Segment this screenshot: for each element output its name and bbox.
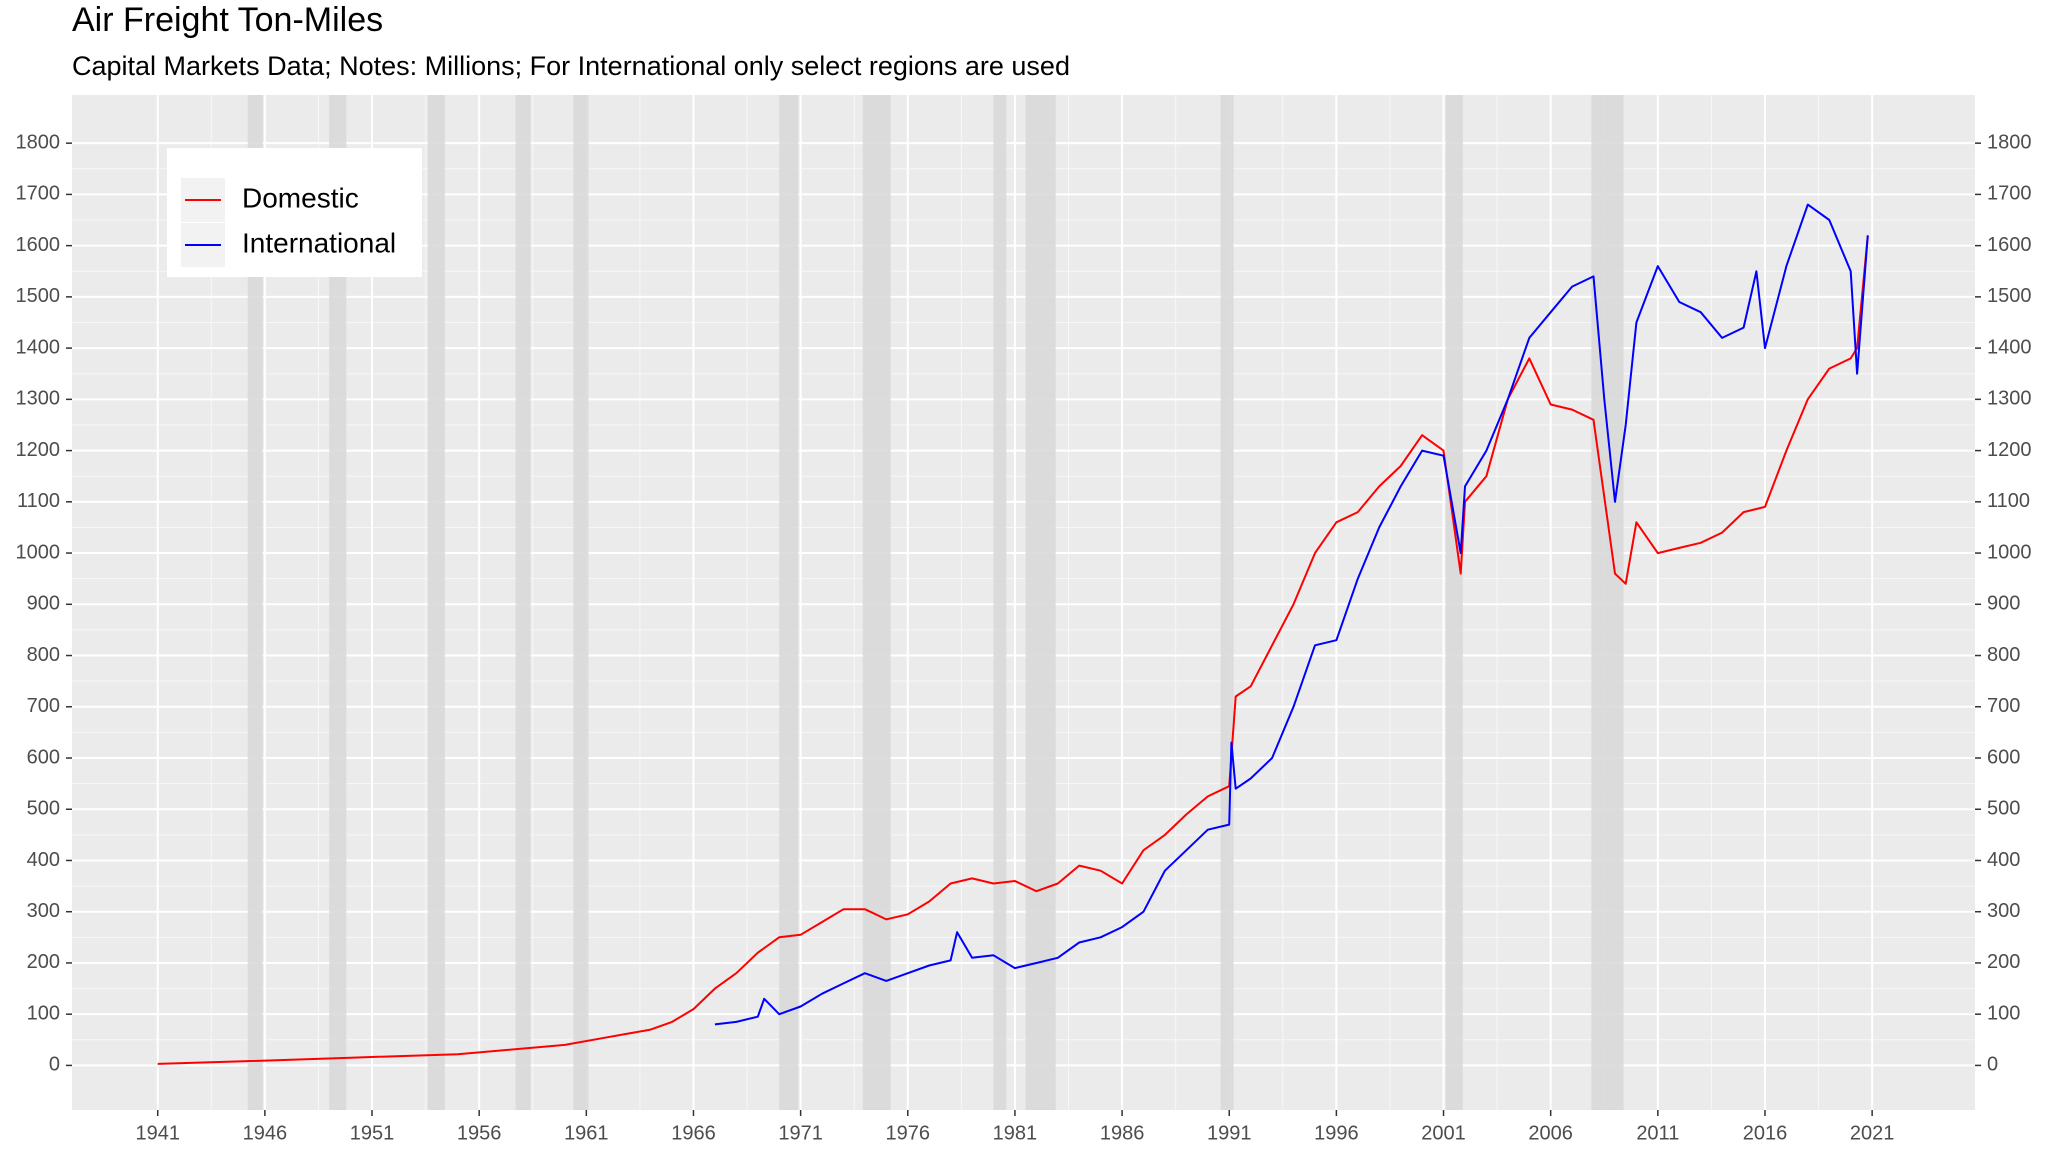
y-tick-label: 700 xyxy=(27,695,60,717)
y2-tick-label: 1600 xyxy=(1987,234,2032,256)
x-tick-label: 1946 xyxy=(243,1122,288,1144)
y2-tick-label: 100 xyxy=(1987,1002,2020,1024)
x-tick-label: 1951 xyxy=(350,1122,395,1144)
x-tick-label: 1956 xyxy=(457,1122,502,1144)
x-tick-label: 1971 xyxy=(778,1122,823,1144)
y2-tick-label: 1100 xyxy=(1987,490,2030,512)
y-tick-label: 500 xyxy=(27,798,60,820)
y-tick-label: 0 xyxy=(49,1054,60,1076)
legend-label: Domestic xyxy=(242,182,359,213)
chart-subtitle: Capital Markets Data; Notes: Millions; F… xyxy=(72,51,1070,81)
y-tick-label: 1500 xyxy=(16,285,61,307)
x-tick-label: 2016 xyxy=(1743,1122,1788,1144)
y2-tick-label: 1800 xyxy=(1987,131,2032,153)
y-tick-label: 100 xyxy=(27,1002,60,1024)
y-tick-label: 1200 xyxy=(16,439,61,461)
x-tick-label: 1981 xyxy=(993,1122,1038,1144)
y2-tick-label: 900 xyxy=(1987,593,2020,615)
y-tick-label: 300 xyxy=(27,900,60,922)
series-line xyxy=(157,235,1869,1065)
y2-tick-label: 1200 xyxy=(1987,439,2032,461)
shaded-period xyxy=(1445,95,1463,1110)
y-tick-label: 400 xyxy=(27,849,60,871)
y2-tick-label: 200 xyxy=(1987,951,2020,973)
y-tick-label: 600 xyxy=(27,746,60,768)
y2-tick-label: 1400 xyxy=(1987,336,2032,358)
shaded-period xyxy=(515,95,531,1110)
x-tick-label: 1961 xyxy=(564,1122,609,1144)
y2-tick-label: 300 xyxy=(1987,900,2020,922)
y2-tick-label: 1500 xyxy=(1987,285,2032,307)
x-tick-label: 1991 xyxy=(1207,1122,1252,1144)
series-line xyxy=(714,203,1869,1026)
y2-tick-label: 1700 xyxy=(1987,183,2032,205)
y-tick-label: 1600 xyxy=(16,234,61,256)
y2-tick-label: 700 xyxy=(1987,695,2020,717)
x-tick-label: 2021 xyxy=(1850,1122,1895,1144)
x-tick-label: 1941 xyxy=(135,1122,180,1144)
y-tick-label: 1400 xyxy=(16,336,61,358)
x-tick-label: 1966 xyxy=(671,1122,716,1144)
x-tick-label: 1996 xyxy=(1314,1122,1359,1144)
y-tick-label: 1100 xyxy=(17,490,60,512)
y-tick-label: 1300 xyxy=(16,388,61,410)
shaded-period xyxy=(329,95,347,1110)
y2-tick-label: 800 xyxy=(1987,644,2020,666)
shaded-period xyxy=(779,95,799,1110)
x-tick-label: 2011 xyxy=(1636,1122,1679,1144)
y-tick-label: 1800 xyxy=(16,131,61,153)
y2-tick-label: 1300 xyxy=(1987,388,2032,410)
shaded-period xyxy=(427,95,445,1110)
shaded-period xyxy=(862,95,891,1110)
y-tick-label: 900 xyxy=(27,593,60,615)
legend-label: International xyxy=(242,227,396,258)
x-tick-label: 2001 xyxy=(1421,1122,1466,1144)
y2-tick-label: 0 xyxy=(1987,1054,1998,1076)
chart-title: Air Freight Ton-Miles xyxy=(72,1,383,39)
x-tick-label: 1986 xyxy=(1100,1122,1145,1144)
y2-tick-label: 1000 xyxy=(1987,541,2032,563)
y-tick-label: 1700 xyxy=(16,183,61,205)
x-tick-label: 1976 xyxy=(886,1122,931,1144)
y-tick-label: 800 xyxy=(27,644,60,666)
y2-tick-label: 500 xyxy=(1987,798,2020,820)
shaded-period xyxy=(993,95,1007,1110)
shaded-period xyxy=(1220,95,1234,1110)
shaded-period xyxy=(1591,95,1624,1110)
y2-tick-label: 400 xyxy=(1987,849,2020,871)
shaded-period xyxy=(247,95,263,1110)
shaded-period xyxy=(573,95,589,1110)
shaded-period xyxy=(1025,95,1056,1110)
x-tick-label: 2006 xyxy=(1528,1122,1573,1144)
y2-tick-label: 600 xyxy=(1987,746,2020,768)
y-tick-label: 1000 xyxy=(16,541,61,563)
y-tick-label: 200 xyxy=(27,951,60,973)
